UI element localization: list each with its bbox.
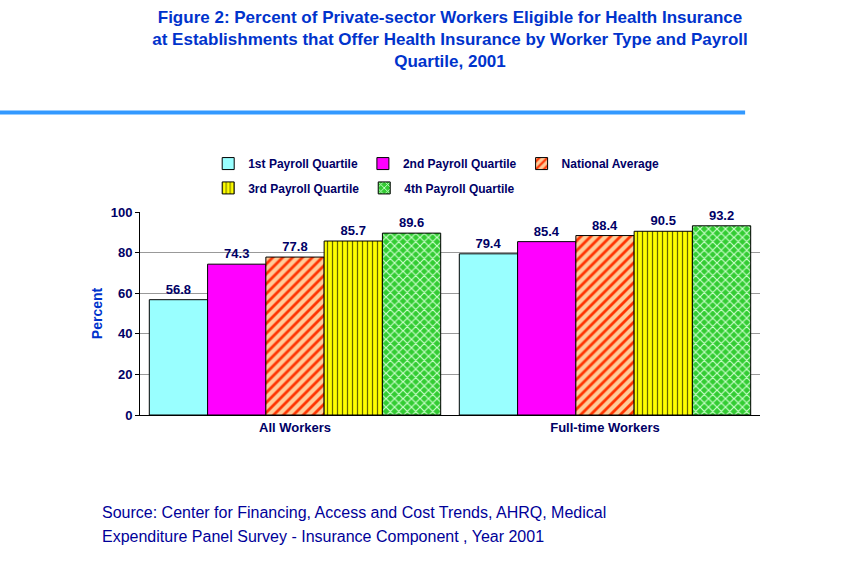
svg-text:20: 20	[118, 367, 132, 382]
svg-text:2nd Payroll Quartile: 2nd Payroll Quartile	[403, 157, 517, 171]
svg-text:60: 60	[118, 286, 132, 301]
svg-text:Percent: Percent	[89, 287, 105, 339]
svg-text:Figure 2: Percent of Private-s: Figure 2: Percent of Private-sector Work…	[152, 8, 747, 71]
svg-text:1st Payroll Quartile: 1st Payroll Quartile	[248, 157, 358, 171]
svg-text:79.4: 79.4	[475, 236, 501, 251]
svg-text:All Workers: All Workers	[259, 420, 331, 435]
svg-text:Source: Center for Financing,: Source: Center for Financing, Access and…	[102, 504, 606, 521]
svg-text:100: 100	[111, 205, 133, 220]
svg-text:89.6: 89.6	[399, 215, 424, 230]
svg-text:National Average: National Average	[562, 157, 659, 171]
svg-text:80: 80	[118, 245, 132, 260]
svg-text:4th Payroll Quartile: 4th Payroll Quartile	[404, 182, 514, 196]
svg-text:Expenditure Panel Survey - Ins: Expenditure Panel Survey - Insurance Com…	[102, 528, 544, 545]
svg-text:56.8: 56.8	[166, 282, 191, 297]
svg-text:85.7: 85.7	[341, 223, 366, 238]
svg-text:77.8: 77.8	[282, 239, 307, 254]
svg-text:93.2: 93.2	[709, 208, 734, 223]
svg-text:Full-time Workers: Full-time Workers	[550, 420, 660, 435]
svg-text:40: 40	[118, 326, 132, 341]
svg-text:85.4: 85.4	[534, 224, 560, 239]
svg-text:88.4: 88.4	[592, 218, 618, 233]
svg-text:0: 0	[125, 408, 132, 423]
svg-text:90.5: 90.5	[651, 213, 676, 228]
svg-text:74.3: 74.3	[224, 246, 249, 261]
svg-text:3rd Payroll Quartile: 3rd Payroll Quartile	[248, 182, 359, 196]
